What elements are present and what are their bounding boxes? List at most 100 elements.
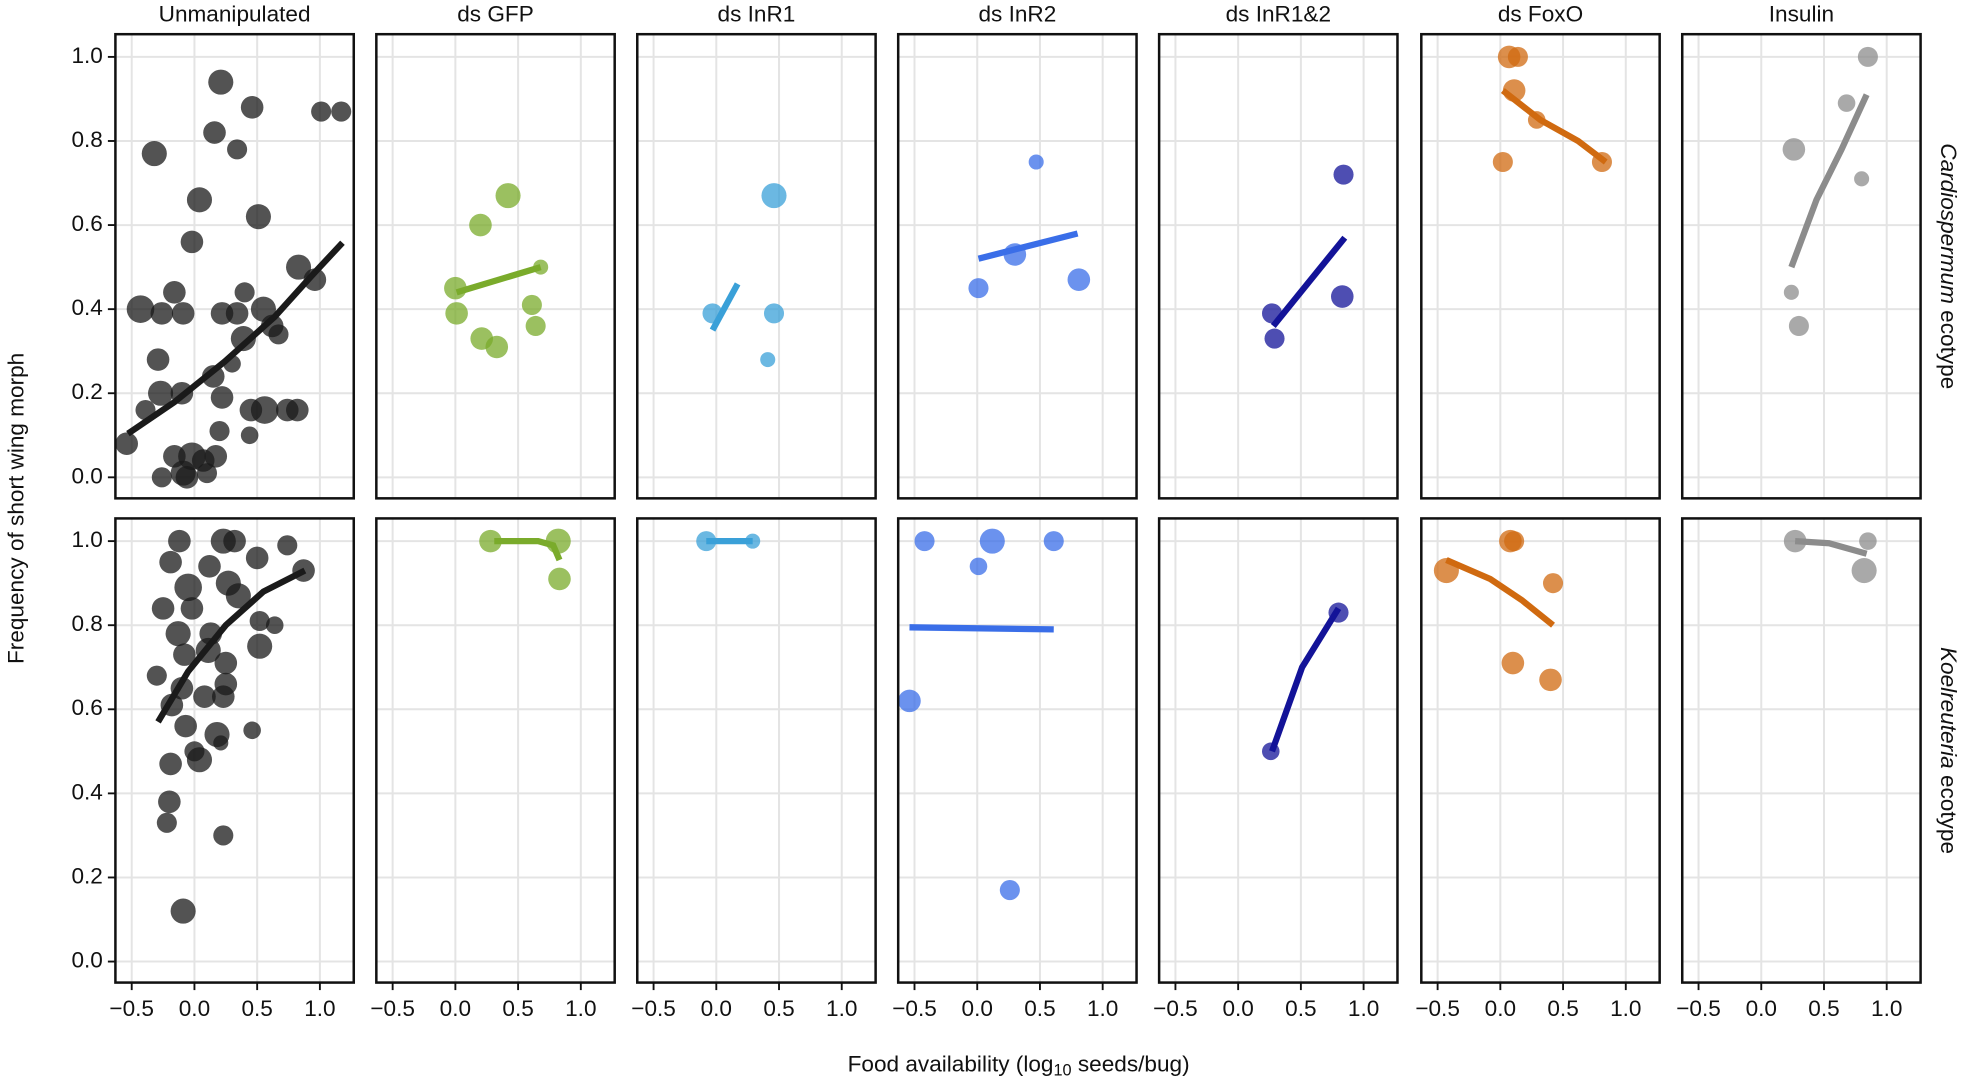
x-tick-label: 0.0 <box>1485 996 1516 1021</box>
panel-frame <box>114 517 356 984</box>
y-tick-label: 1.0 <box>71 527 102 552</box>
row-label: Cardiospermum ecotype <box>1936 143 1961 389</box>
point <box>170 898 196 924</box>
x-tick-label: 0.5 <box>1808 996 1839 1021</box>
y-tick-label: 0.6 <box>71 695 102 720</box>
x-tick-label: 0.5 <box>1024 996 1055 1021</box>
fit-line <box>977 230 1079 262</box>
x-tick-label: 1.0 <box>826 996 857 1021</box>
point <box>495 183 521 209</box>
point <box>240 426 259 445</box>
point <box>196 463 218 484</box>
point <box>146 665 167 686</box>
fit-line <box>126 240 345 437</box>
panel-frame <box>636 517 877 984</box>
x-axis-label-sub: 10 <box>1053 1062 1071 1080</box>
point <box>1854 171 1870 187</box>
point <box>1782 138 1806 161</box>
point <box>469 213 492 237</box>
point <box>165 621 191 647</box>
point <box>126 295 155 323</box>
point <box>265 616 284 634</box>
column-header: ds FoxO <box>1498 1 1583 26</box>
point <box>331 101 352 122</box>
point <box>156 812 177 833</box>
panel-frame <box>375 32 616 500</box>
point <box>1504 531 1525 552</box>
x-tick-label: 1.0 <box>1871 996 1902 1021</box>
fit-line <box>709 282 741 332</box>
row-label: Koelreuteria ecotype <box>1936 647 1961 854</box>
panel-frame <box>1420 517 1661 984</box>
point <box>115 432 138 455</box>
point <box>1788 315 1809 337</box>
row-label-text: ecotype <box>1936 769 1961 854</box>
point <box>150 302 174 325</box>
point <box>245 546 269 570</box>
point <box>180 597 204 620</box>
panel <box>375 517 616 984</box>
point <box>999 880 1020 901</box>
x-tick-label: 0.0 <box>962 996 993 1021</box>
point <box>214 651 238 675</box>
y-tick-label: 0.0 <box>71 463 102 488</box>
point <box>198 555 221 578</box>
point <box>761 183 787 209</box>
x-tick-label: 0.0 <box>1746 996 1777 1021</box>
x-tick-label: −0.5 <box>892 996 937 1021</box>
point <box>485 335 509 359</box>
fit-line <box>455 264 542 296</box>
panel <box>896 32 1138 500</box>
y-tick-label: 0.8 <box>71 611 102 636</box>
point <box>760 352 776 368</box>
x-tick-label: −0.5 <box>370 996 415 1021</box>
x-tick-label: −0.5 <box>1153 996 1198 1021</box>
point <box>968 278 989 299</box>
point <box>1330 285 1354 308</box>
point <box>521 294 542 315</box>
point <box>159 550 182 574</box>
point <box>445 302 468 325</box>
point <box>1492 151 1513 173</box>
point <box>479 529 502 553</box>
x-axis-label-rest: seeds/bug) <box>1072 1051 1190 1076</box>
row-label-italic: Cardiospermum <box>1936 143 1961 304</box>
x-tick-label: 0.5 <box>502 996 533 1021</box>
x-tick-label: 0.5 <box>1285 996 1316 1021</box>
panel-frame <box>896 517 1138 984</box>
point <box>247 633 273 659</box>
point <box>898 689 921 713</box>
panel-frame <box>375 517 616 984</box>
y-tick-label: 0.8 <box>71 127 102 152</box>
x-axis-label-text: Food availability (log <box>848 1051 1054 1076</box>
column-header: Unmanipulated <box>159 1 311 26</box>
point <box>180 230 204 254</box>
point <box>173 643 196 666</box>
y-axis-label: Frequency of short wing morph <box>4 353 29 664</box>
y-tick-label: 0.4 <box>71 295 102 320</box>
fit-line <box>155 567 307 724</box>
point <box>209 421 230 442</box>
y-tick-label: 0.0 <box>71 948 102 973</box>
point <box>1837 94 1856 112</box>
point <box>234 282 255 303</box>
point <box>277 535 298 556</box>
panel <box>896 517 1138 984</box>
point <box>212 685 235 708</box>
point <box>148 380 174 406</box>
point <box>168 529 191 553</box>
x-tick-label: 1.0 <box>1610 996 1641 1021</box>
point <box>225 302 249 325</box>
x-tick-label: 1.0 <box>1087 996 1118 1021</box>
fit-line <box>1500 88 1608 165</box>
y-tick-label: 1.0 <box>71 43 102 68</box>
column-header: ds InR1&2 <box>1226 1 1331 26</box>
x-tick-label: −0.5 <box>1415 996 1460 1021</box>
fit-line <box>1445 557 1555 628</box>
point <box>1507 46 1528 67</box>
x-tick-label: 0.0 <box>701 996 732 1021</box>
panel-frame <box>1680 32 1922 500</box>
point <box>1028 154 1044 170</box>
panel <box>636 517 877 984</box>
panel <box>114 517 356 984</box>
